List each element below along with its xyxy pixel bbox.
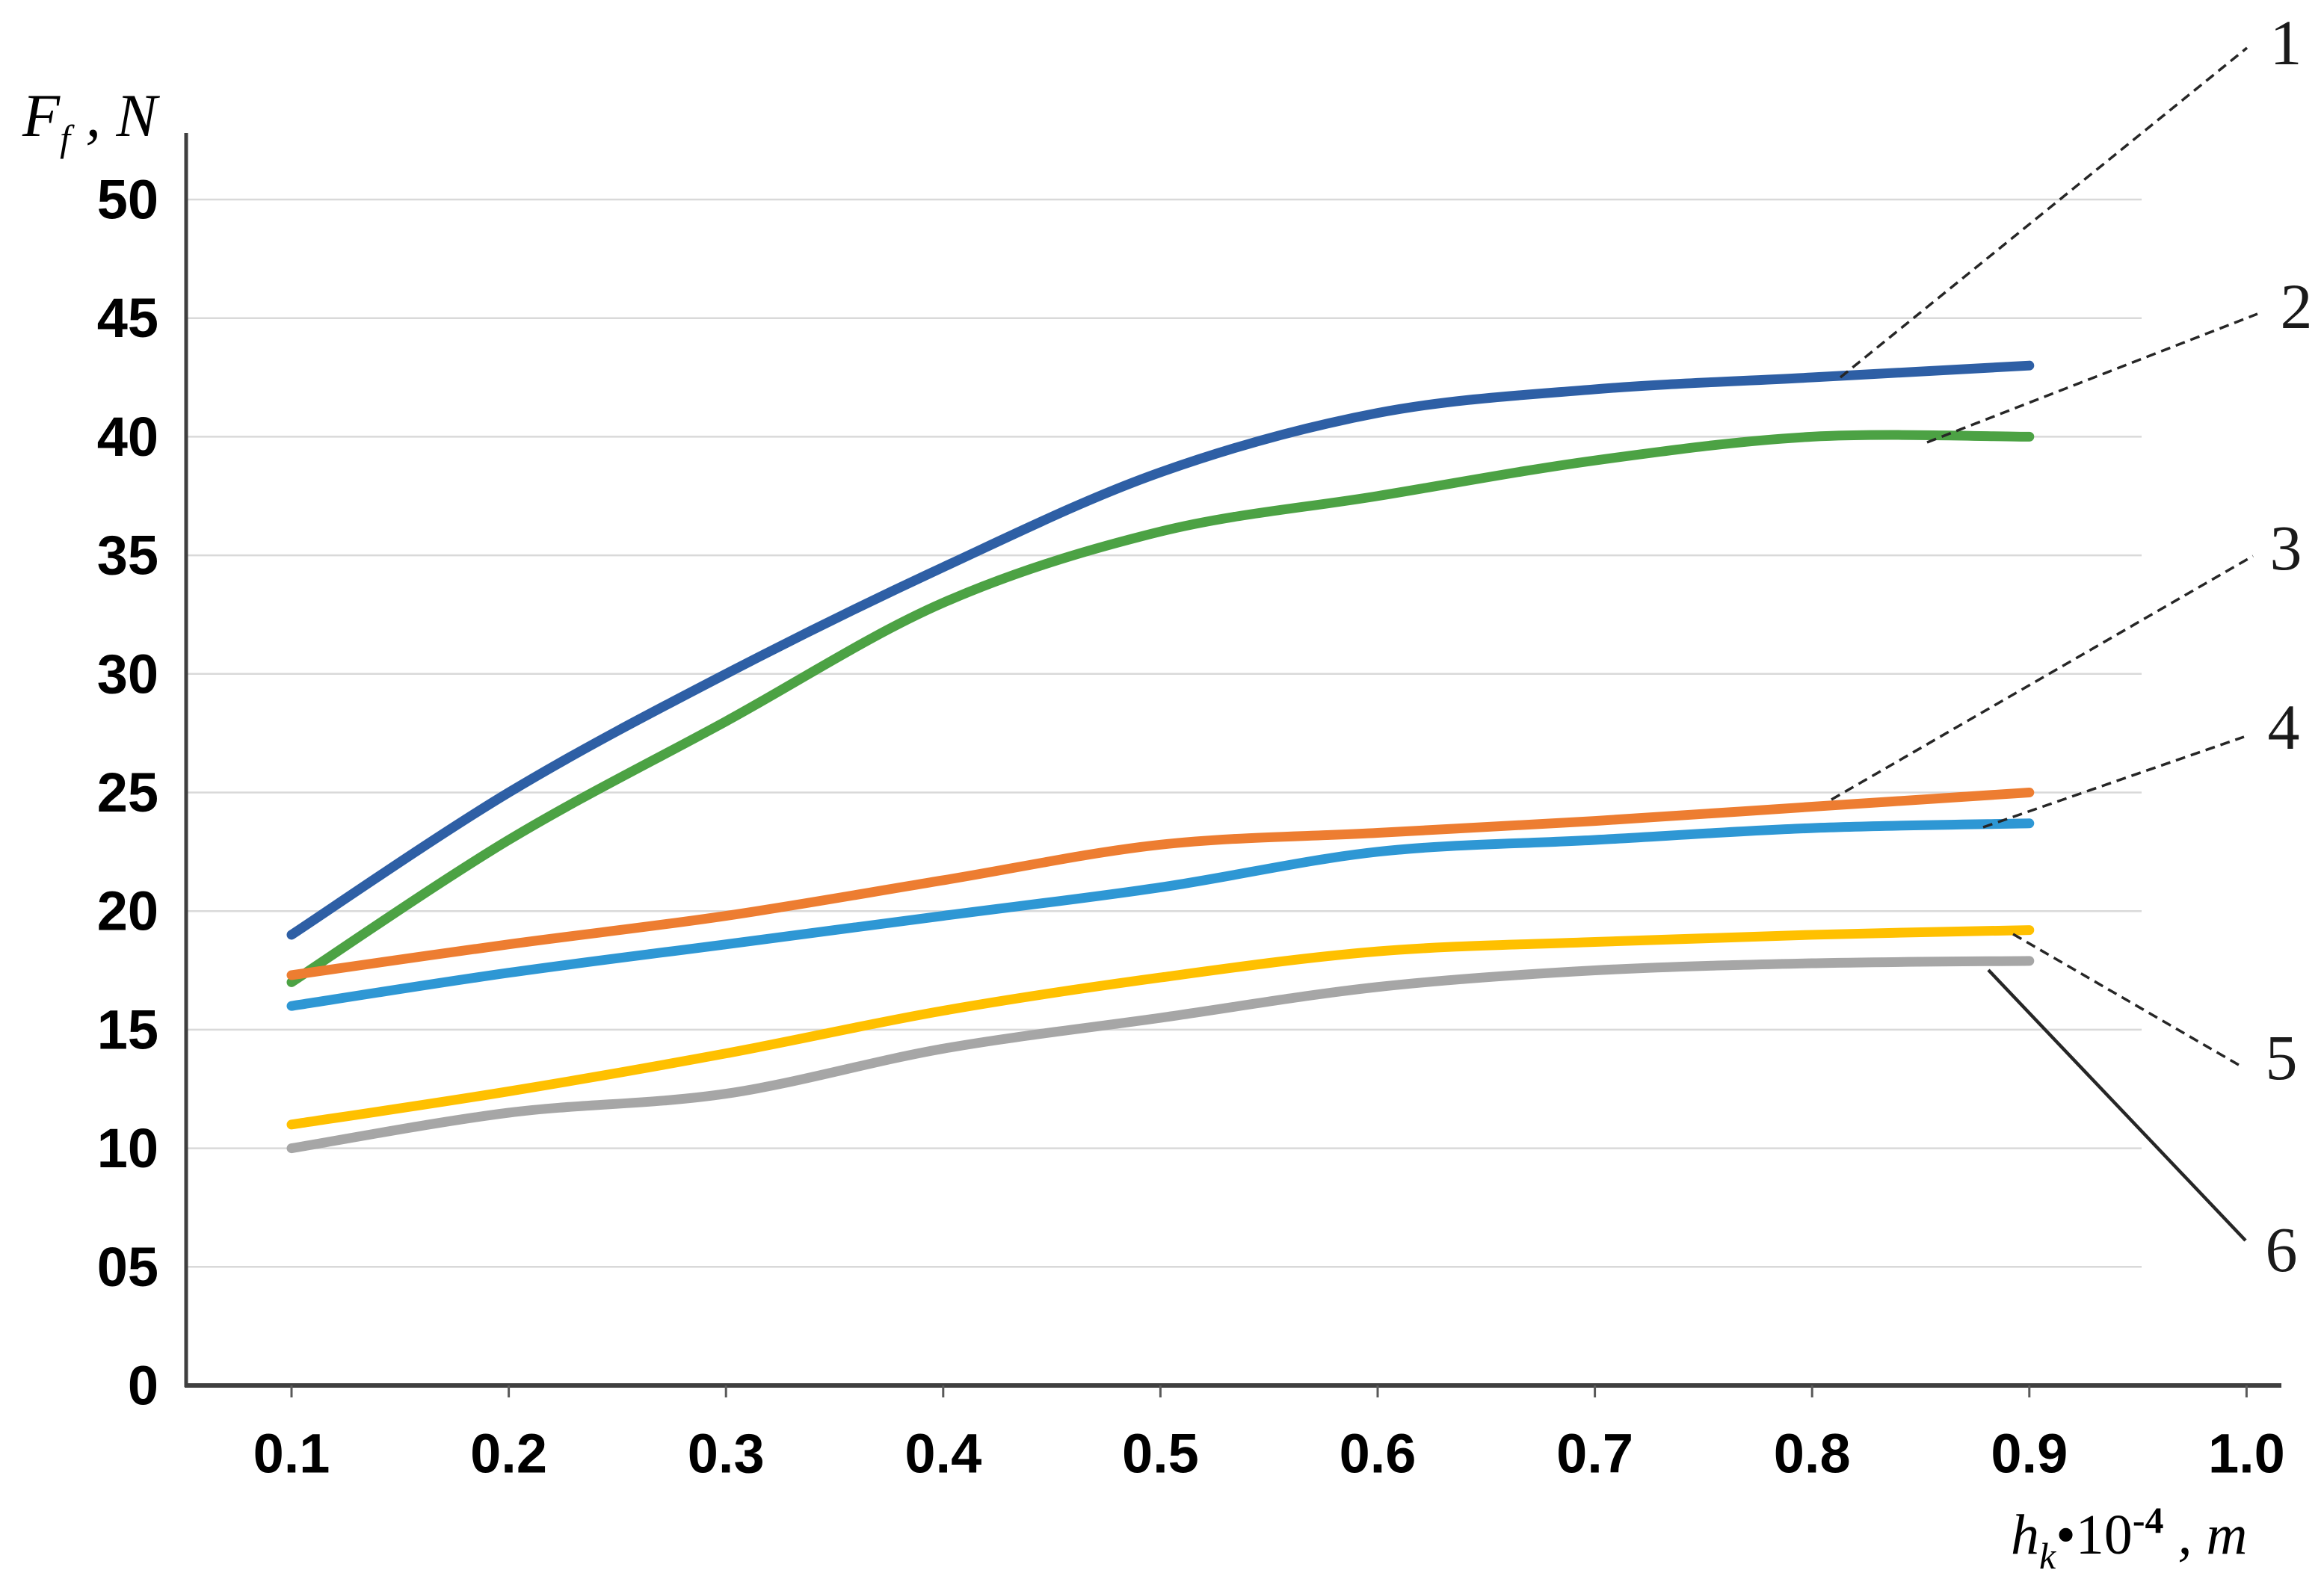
series-line-1 — [286, 360, 2035, 940]
y-axis-symbol: F — [22, 81, 61, 149]
series-callout-label: 1 — [2270, 7, 2302, 78]
y-tick-label: 45 — [97, 287, 158, 349]
series-callout-label: 6 — [2266, 1214, 2298, 1285]
y-tick-label: 30 — [97, 643, 158, 705]
x-tick-label: 0.1 — [253, 1423, 330, 1485]
series-line-3 — [286, 788, 2035, 980]
x-axis-unit: , m — [2163, 1504, 2248, 1566]
series-line-5 — [286, 925, 2035, 1130]
series-line-6 — [286, 956, 2035, 1154]
x-tick-label: 0.8 — [1774, 1423, 1851, 1485]
y-tick-label: 05 — [97, 1236, 158, 1298]
callout-leader-2 — [1926, 312, 2258, 444]
callout-leader-5 — [2012, 933, 2243, 1069]
x-tick-label: 0.3 — [688, 1423, 765, 1485]
callout-leader-4 — [1982, 735, 2245, 829]
x-tick-label: 0.6 — [1340, 1423, 1417, 1485]
x-axis-subscript: k — [2039, 1535, 2056, 1577]
x-tick-label: 0.7 — [1556, 1423, 1633, 1485]
x-tick-label: 0.2 — [470, 1423, 547, 1485]
series-callout-label: 3 — [2270, 512, 2302, 584]
x-axis-title: hk•10-4 , m — [2011, 1498, 2247, 1578]
callout-leader-1 — [1839, 46, 2249, 379]
series-callout-label: 4 — [2268, 691, 2300, 763]
y-tick-label: 50 — [97, 169, 158, 231]
x-tick-label: 0.5 — [1122, 1423, 1199, 1485]
y-axis-title: Ff , N — [22, 81, 157, 160]
series-callout-label: 5 — [2266, 1022, 2298, 1093]
x-axis-exponent: -4 — [2132, 1499, 2164, 1541]
x-axis-multiplier: •10 — [2056, 1504, 2133, 1566]
y-axis-subscript: f — [60, 117, 70, 159]
y-tick-label: 25 — [97, 761, 158, 824]
y-tick-label: 35 — [97, 525, 158, 587]
x-axis-symbol: h — [2011, 1504, 2039, 1566]
x-tick-label: 1.0 — [2208, 1423, 2285, 1485]
callout-leader-3 — [1831, 554, 2254, 801]
x-tick-label: 0.4 — [904, 1423, 981, 1485]
y-tick-label: 15 — [97, 998, 158, 1060]
series-line-2 — [286, 430, 2035, 987]
y-tick-label: 40 — [97, 406, 158, 468]
x-tick-label: 0.9 — [1991, 1423, 2068, 1485]
series-callout-label: 2 — [2281, 271, 2313, 342]
y-tick-label: 0 — [128, 1355, 158, 1417]
y-axis-unit: , N — [70, 81, 158, 149]
series-line-4 — [286, 818, 2035, 1011]
y-tick-label: 10 — [97, 1117, 158, 1179]
y-tick-label: 20 — [97, 880, 158, 942]
callout-leader-6 — [1987, 968, 2247, 1242]
